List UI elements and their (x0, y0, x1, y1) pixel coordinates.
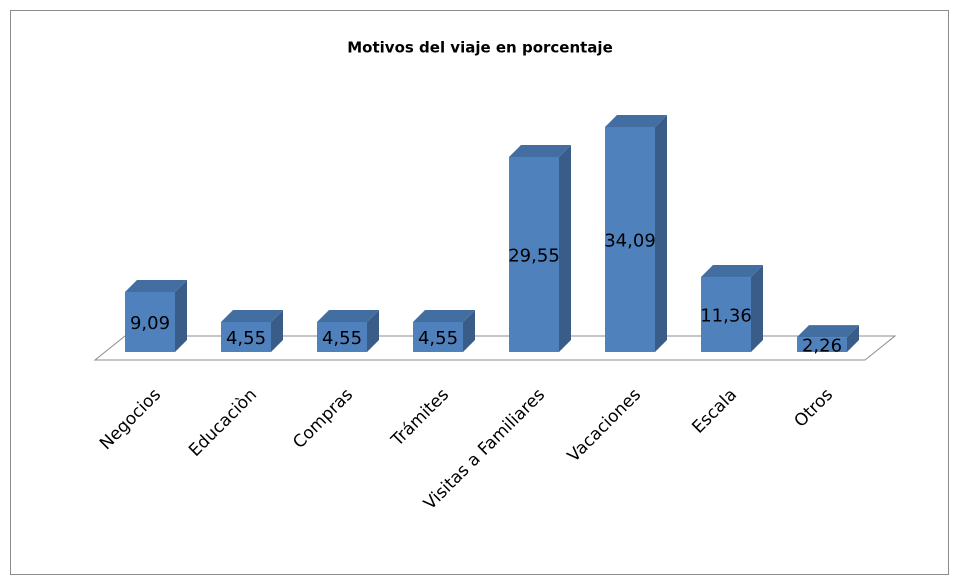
bar-top (221, 309, 283, 322)
data-label: 4,55 (322, 328, 362, 349)
data-label: 9,09 (130, 313, 170, 334)
bar-front (605, 127, 655, 352)
bar (701, 265, 763, 352)
bar-front (413, 321, 463, 352)
data-label: 4,55 (418, 328, 458, 349)
bar-side (751, 265, 763, 352)
bar (605, 115, 667, 352)
floor (93, 335, 897, 361)
data-label: 2,26 (802, 336, 842, 357)
chart-title: Motivos del viaje en porcentaje (347, 39, 613, 57)
bar-top (125, 280, 187, 293)
bar-top (605, 115, 667, 128)
bar-side (655, 115, 667, 352)
bar (125, 280, 187, 352)
bar-top (413, 309, 475, 322)
data-label: 11,36 (700, 306, 752, 327)
bar-top (317, 309, 379, 322)
bar-side (847, 325, 859, 352)
bar-top (701, 265, 763, 278)
data-label: 29,55 (508, 245, 560, 266)
bar-front (701, 277, 751, 352)
bar-top (797, 325, 859, 338)
bar-side (559, 144, 571, 352)
bar-side (367, 309, 379, 352)
bar (797, 325, 859, 352)
bar-front (797, 337, 847, 352)
data-label: 34,09 (604, 231, 656, 252)
bar-top (509, 144, 571, 157)
bar-front (317, 321, 367, 352)
bar-front (125, 292, 175, 352)
bar (413, 309, 475, 352)
bar-side (175, 280, 187, 352)
bar-front (509, 156, 559, 352)
bar-side (271, 309, 283, 352)
bar (317, 309, 379, 352)
bars (125, 115, 859, 352)
bar (509, 144, 571, 352)
bar-front (221, 321, 271, 352)
bar (221, 309, 283, 352)
data-label: 4,55 (226, 328, 266, 349)
bar-side (463, 309, 475, 352)
